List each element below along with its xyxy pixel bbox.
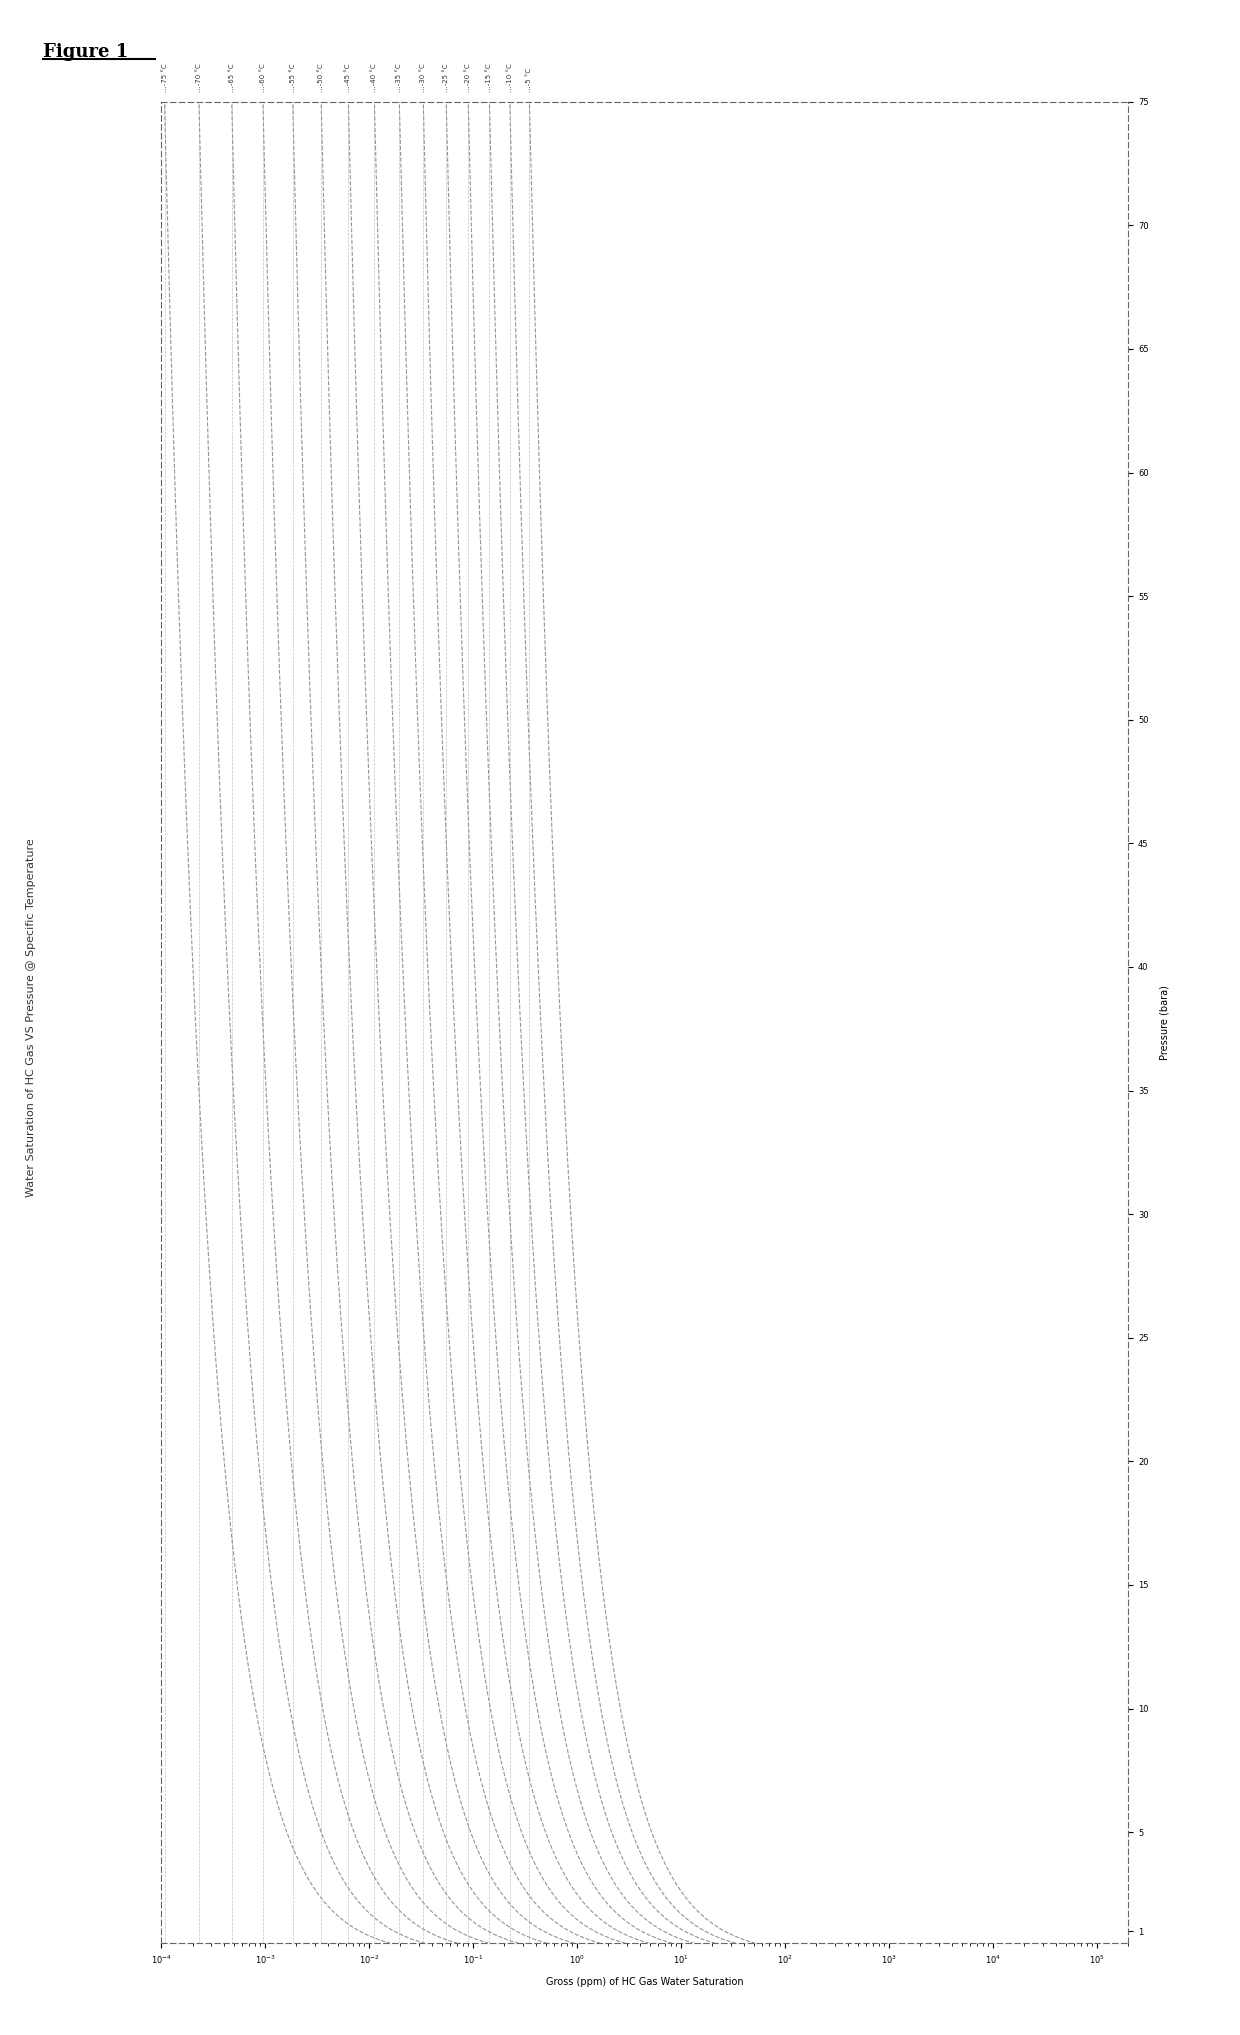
- Text: ...-25 °C: ...-25 °C: [443, 63, 449, 92]
- X-axis label: Gross (ppm) of HC Gas Water Saturation: Gross (ppm) of HC Gas Water Saturation: [546, 1976, 744, 1986]
- Y-axis label: Pressure (bara): Pressure (bara): [1159, 985, 1169, 1060]
- Text: Water Saturation of HC Gas VS Pressure @ Specific Temperature: Water Saturation of HC Gas VS Pressure @…: [26, 838, 36, 1197]
- Text: ...-70 °C: ...-70 °C: [196, 63, 202, 92]
- Text: ...-60 °C: ...-60 °C: [260, 63, 265, 92]
- Text: ...-5 °C: ...-5 °C: [527, 69, 532, 92]
- Text: ...-50 °C: ...-50 °C: [319, 63, 324, 92]
- Text: ...-35 °C: ...-35 °C: [397, 63, 402, 92]
- Text: ...-30 °C: ...-30 °C: [420, 63, 427, 92]
- Text: Figure 1: Figure 1: [43, 43, 129, 61]
- Text: ...-45 °C: ...-45 °C: [346, 63, 351, 92]
- Text: ...-75 °C: ...-75 °C: [161, 63, 167, 92]
- Text: ...-20 °C: ...-20 °C: [465, 63, 471, 92]
- Text: ...-10 °C: ...-10 °C: [507, 63, 513, 92]
- Text: ...-55 °C: ...-55 °C: [290, 63, 295, 92]
- Text: ...-15 °C: ...-15 °C: [486, 63, 492, 92]
- Text: ...-40 °C: ...-40 °C: [372, 63, 377, 92]
- Text: ...-65 °C: ...-65 °C: [228, 63, 234, 92]
